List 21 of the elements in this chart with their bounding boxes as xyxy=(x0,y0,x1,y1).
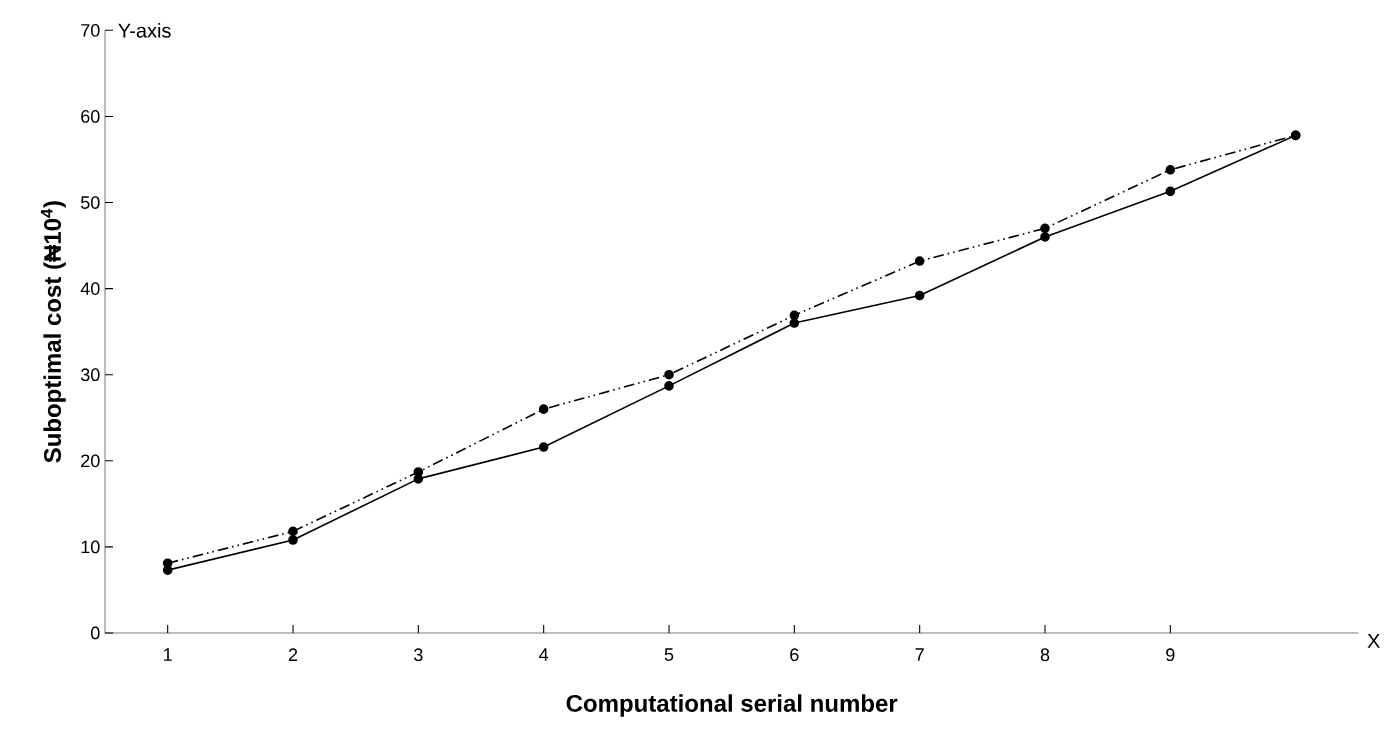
x-tick-label: 4 xyxy=(539,648,549,661)
x-tick-label: 1 xyxy=(164,648,172,661)
x-tick-label: 5 xyxy=(664,648,674,661)
y-tick-label: 10 xyxy=(81,540,100,554)
y-tick-label: 20 xyxy=(81,454,100,468)
annotation: Y-axis xyxy=(118,22,171,38)
y-tick-label: 30 xyxy=(80,368,100,382)
x-tick-label: 6 xyxy=(790,648,799,662)
y-tick-label: 0 xyxy=(91,626,100,640)
y-axis-title: Suboptimal cost (₦10$^{4}$) xyxy=(40,201,66,463)
x-axis-title: Computational serial number xyxy=(566,694,898,717)
x-tick-label: 3 xyxy=(414,648,423,662)
y-tick-label: 60 xyxy=(81,110,100,123)
x-tick-label: 9 xyxy=(1166,648,1175,662)
y-tick-label: 50 xyxy=(80,196,100,209)
text: X xyxy=(1367,634,1380,648)
y-tick-label: 70 xyxy=(81,23,100,37)
x-tick-label: 8 xyxy=(1040,648,1050,662)
x-tick-label: 7 xyxy=(915,648,924,661)
y-tick-label: 40 xyxy=(80,282,100,295)
x-tick-label: 2 xyxy=(288,648,298,661)
